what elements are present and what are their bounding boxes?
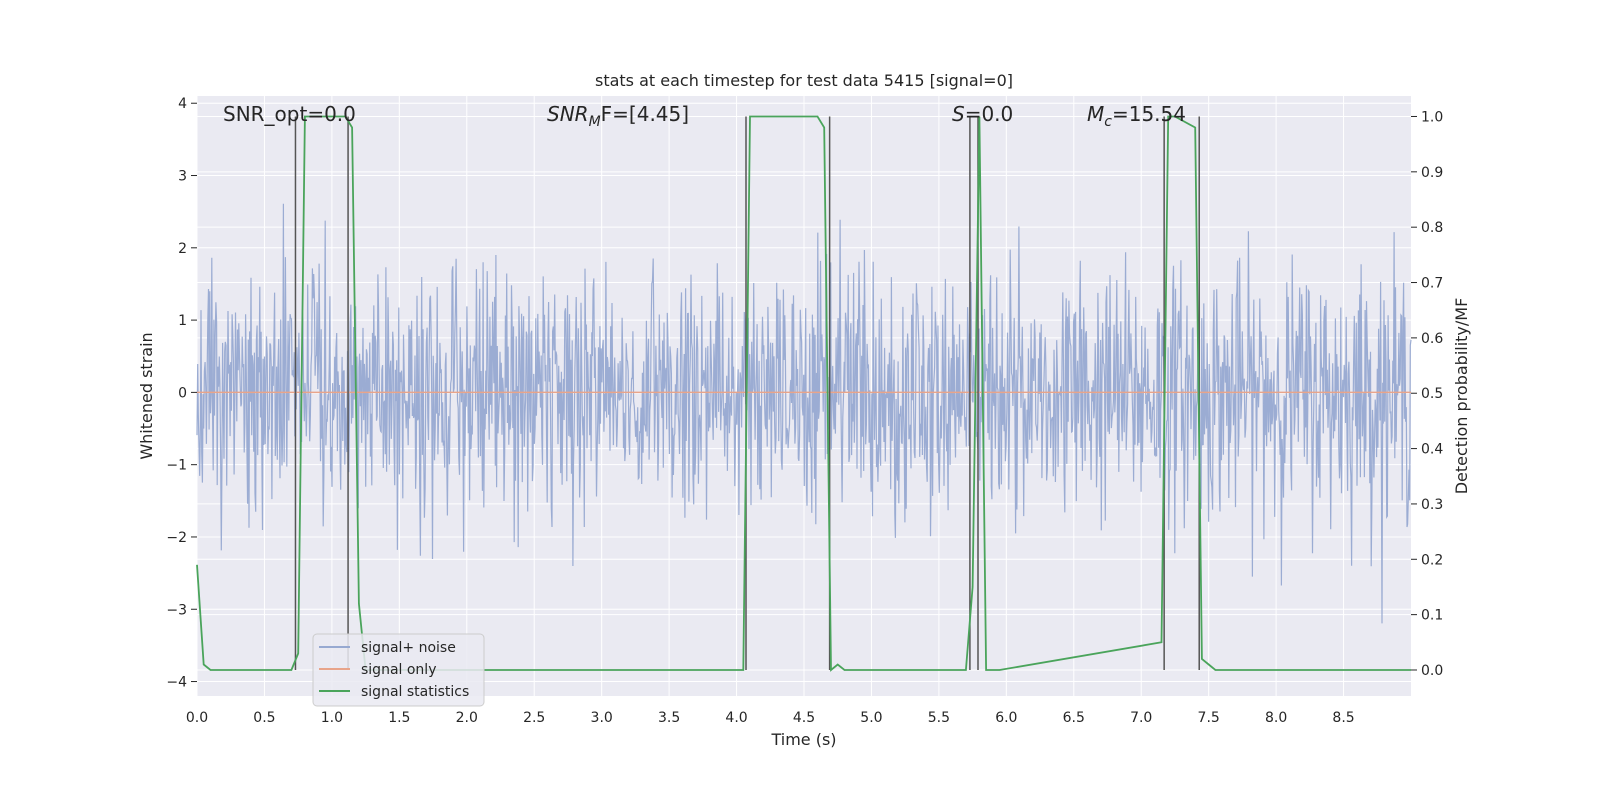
annotation-snr-opt: SNR_opt=0.0 [223, 102, 356, 126]
y-tick-label: −1 [166, 458, 187, 474]
x-tick-label: 0.0 [186, 710, 208, 726]
x-tick-label: 5.0 [860, 710, 882, 726]
x-tick-label: 2.0 [456, 710, 478, 726]
y2-tick-label: 1.0 [1421, 109, 1443, 125]
annotation-snr-mf-sub: M [589, 114, 601, 130]
annotation-mc: Mc=15.54 [1087, 102, 1186, 130]
x-tick-label: 7.0 [1130, 710, 1152, 726]
y2-tick-label: 0.8 [1421, 220, 1443, 236]
y2-tick-label: 0.7 [1421, 276, 1443, 292]
y2-tick-labels: 1.0 0.9 0.8 0.7 0.6 0.5 0.4 0.3 0.2 0.1 0.0 [1411, 109, 1443, 679]
x-tick-label: 6.0 [995, 710, 1017, 726]
x-tick-label: 1.5 [388, 710, 410, 726]
y2-tick-label: 0.4 [1421, 442, 1443, 458]
y-tick-label: 1 [178, 313, 187, 329]
signal-noise-series [196, 203, 1412, 624]
x-tick-label: 3.0 [591, 710, 613, 726]
annotation-snr-mf-tail: F=[4.45] [601, 102, 689, 126]
y2-tick-label: 0.0 [1421, 663, 1443, 679]
legend: signal+ noise signal only signal statist… [312, 633, 485, 707]
x-tick-label: 3.5 [658, 710, 680, 726]
y2-tick-label: 0.3 [1421, 497, 1443, 513]
annotation-mc-sub: c [1104, 114, 1112, 130]
x-tick-label: 8.5 [1332, 710, 1354, 726]
x-tick-label: 0.5 [253, 710, 275, 726]
x-tick-label: 8.0 [1265, 710, 1287, 726]
x-tick-label: 7.5 [1198, 710, 1220, 726]
x-tick-label: 4.0 [725, 710, 747, 726]
x-tick-label: 4.5 [793, 710, 815, 726]
y-tick-label: −4 [166, 675, 187, 691]
legend-label-statistics: signal statistics [361, 684, 469, 700]
x-tick-labels: 0.0 0.5 1.0 1.5 2.0 2.5 3.0 3.5 4.0 4.5 5.0 5.5 6.0 6… [186, 710, 1355, 726]
x-tick-label: 6.5 [1063, 710, 1085, 726]
legend-box [312, 633, 485, 707]
legend-label-signal-only: signal only [361, 662, 436, 678]
signal-noise-line [196, 203, 1412, 624]
y-tick-label: 4 [178, 96, 187, 112]
x-tick-label: 5.5 [928, 710, 950, 726]
y2-axis-label: Detection probability/MF [1452, 298, 1471, 495]
annotation-s: S=0.0 [952, 102, 1013, 126]
y-tick-labels: 4 3 2 1 0 −1 −2 −3 −4 [166, 96, 197, 691]
annotation-mc-main: M [1087, 102, 1104, 126]
signal-statistics-series [196, 115, 1411, 672]
y2-tick-label: 0.5 [1421, 386, 1443, 402]
y2-tick-label: 0.1 [1421, 608, 1443, 624]
x-tick-label: 2.5 [523, 710, 545, 726]
annotation-s-main: S [952, 102, 965, 126]
legend-label-noise: signal+ noise [361, 640, 456, 656]
annotation-s-tail: =0.0 [965, 102, 1014, 126]
y2-tick-label: 0.2 [1421, 552, 1443, 568]
y2-tick-label: 0.6 [1421, 331, 1443, 347]
y-tick-label: 3 [178, 169, 187, 185]
y-tick-label: −3 [166, 602, 187, 618]
chart-title: stats at each timestep for test data 541… [595, 71, 1013, 90]
annotation-snr-mf-main: SNR [547, 102, 589, 126]
y-axis-label: Whitened strain [137, 332, 156, 459]
signal-statistics-line [196, 115, 1411, 672]
y2-tick-label: 0.9 [1421, 165, 1443, 181]
annotation-snr-mf: SNRMF=[4.45] [547, 102, 689, 130]
y-tick-label: −2 [166, 530, 187, 546]
x-tick-label: 1.0 [321, 710, 343, 726]
y-tick-label: 0 [178, 385, 187, 401]
y-tick-label: 2 [178, 241, 187, 257]
annotation-mc-tail: =15.54 [1112, 102, 1186, 126]
x-axis-label: Time (s) [770, 730, 836, 749]
